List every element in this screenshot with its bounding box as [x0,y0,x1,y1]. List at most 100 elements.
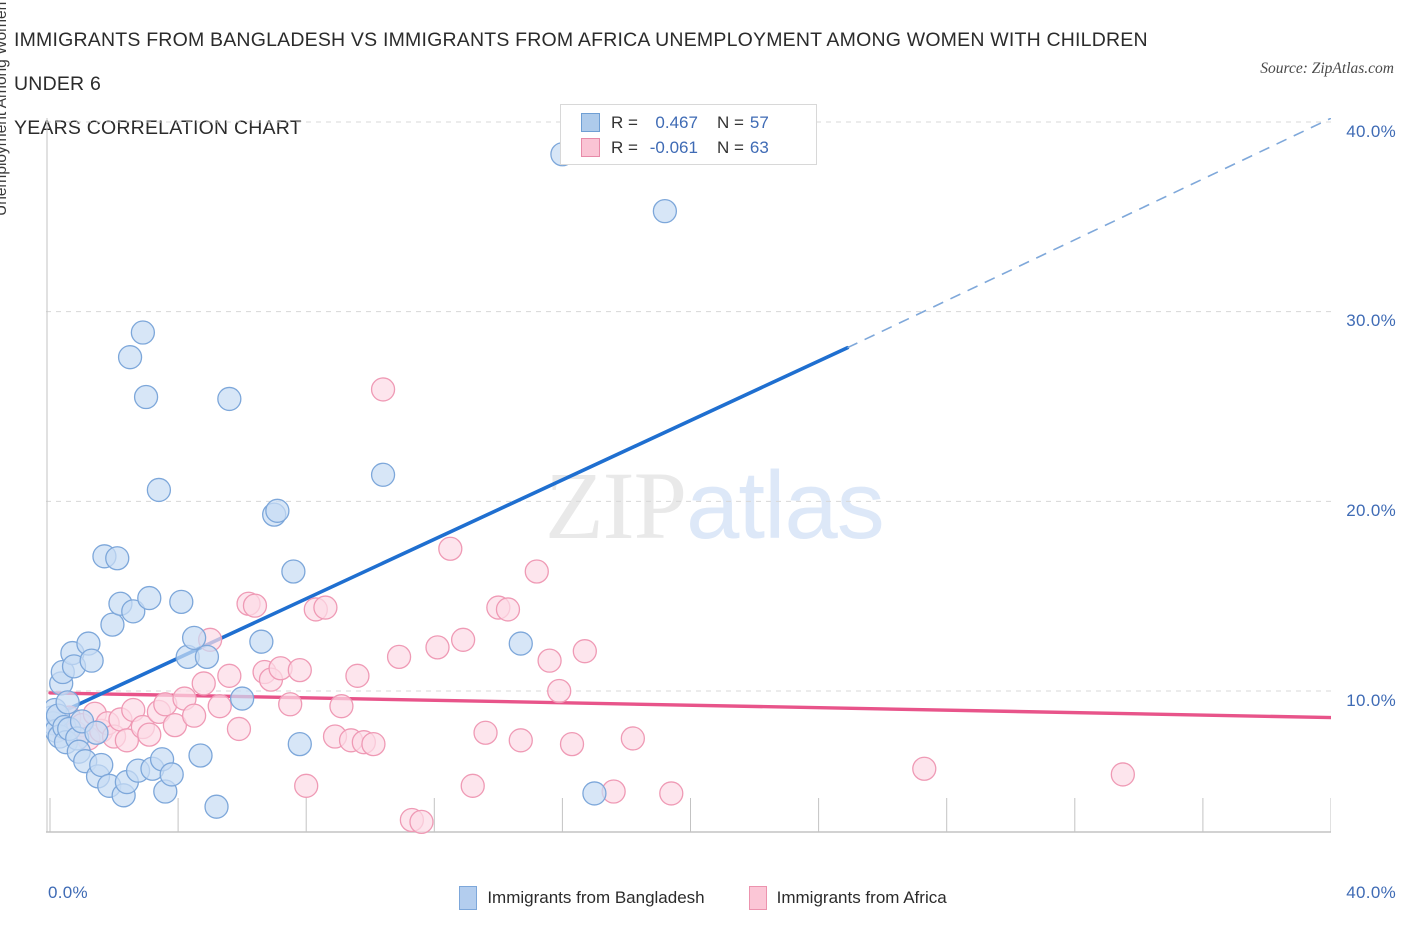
data-point [242,593,268,618]
pink-swatch-icon [581,138,600,157]
data-point [370,462,396,487]
series-points-bangladesh [46,142,678,819]
data-point [194,644,220,670]
blue-r-value: 0.467 [655,112,698,132]
y-tick-40: 40.0% [1346,122,1396,141]
data-point [117,345,143,370]
pink-r-label: R = [611,137,638,157]
blue-n-value: 57 [749,112,769,132]
legend-item-africa[interactable]: Immigrants from Africa [748,886,947,910]
data-point [204,794,229,819]
trendline-bangladesh [48,345,850,720]
data-point [191,671,216,696]
data-point [105,546,130,571]
data-point [79,648,104,673]
data-point [912,756,937,781]
page-title: IMMIGRANTS FROM BANGLADESH VS IMMIGRANTS… [14,29,1148,139]
y-tick-10: 10.0% [1346,691,1396,710]
data-point [217,386,242,412]
data-point [281,559,306,584]
data-point [409,809,434,835]
data-point [207,694,232,719]
data-point [329,694,354,719]
data-point [652,198,678,224]
data-point [55,690,80,715]
pink-n-value: 63 [749,137,769,157]
data-point [133,384,159,410]
y-axis-title: Unemployment Among Women with Children U… [0,0,10,216]
legend-item-bangladesh[interactable]: Immigrants from Bangladesh [459,886,705,910]
data-point [313,595,338,620]
legend-chip-africa-icon [748,886,767,910]
data-point [159,762,184,787]
data-point [425,635,450,660]
data-point [582,781,607,806]
data-point [265,498,290,523]
legend-label-africa: Immigrants from Africa [776,888,947,907]
data-point [278,692,303,717]
data-point [438,536,463,561]
legend-label-bangladesh: Immigrants from Bangladesh [487,888,705,907]
data-point [1110,762,1135,787]
data-point [130,320,156,345]
blue-r-label: R = [611,112,638,132]
source-label: Source: ZipAtlas.com [1260,60,1394,77]
data-point [620,726,646,751]
data-point [345,663,370,688]
pink-r-value: -0.061 [649,137,698,157]
trendline-bangladesh-projection [847,118,1331,349]
data-point [559,731,585,757]
data-point [508,631,533,656]
series-points-africa [46,377,1135,835]
y-tick-30: 30.0% [1346,311,1396,330]
legend-chip-bangladesh-icon [459,886,478,910]
data-point [181,625,207,651]
scatter-plot-svg [46,118,1331,835]
data-point [572,639,597,664]
data-point [495,597,521,622]
stats-row-africa: R = -0.061 N = 63 [581,135,816,160]
data-point [249,629,274,654]
data-point [188,743,213,768]
y-tick-20: 20.0% [1346,501,1396,520]
data-point [386,644,412,670]
data-point [450,627,476,652]
data-point [162,712,188,738]
data-point [84,720,109,745]
x-tick-min: 0.0% [48,883,88,902]
data-point [181,703,207,728]
data-point [361,731,386,757]
x-tick-max: 40.0% [1346,883,1396,902]
data-point [217,663,242,688]
data-point [89,752,114,778]
series-legend: Immigrants from Bangladesh Immigrants fr… [0,886,1406,910]
data-point [473,720,498,745]
data-point [294,773,319,798]
data-point [137,722,162,747]
data-point [524,559,549,584]
data-point [169,589,194,615]
data-point [121,599,146,624]
data-point [137,585,162,611]
data-point [537,648,562,673]
data-point [460,773,485,798]
data-point [287,657,312,683]
data-point [100,612,125,637]
plot-area [46,118,1331,863]
data-point [547,678,572,704]
data-point [659,781,684,806]
data-point [146,477,172,503]
data-point [229,686,255,711]
data-point [287,731,312,757]
data-point [508,728,533,753]
data-point [114,728,140,753]
trendline-africa [48,691,1331,720]
correlation-stats-box: R = 0.467 N = 57 R = -0.061 N = 63 [560,104,817,165]
stats-row-bangladesh: R = 0.467 N = 57 [581,110,816,135]
blue-n-label: N = [716,112,744,132]
pink-n-label: N = [716,137,744,157]
data-point [226,716,252,742]
data-point [370,377,396,402]
blue-swatch-icon [581,113,600,132]
